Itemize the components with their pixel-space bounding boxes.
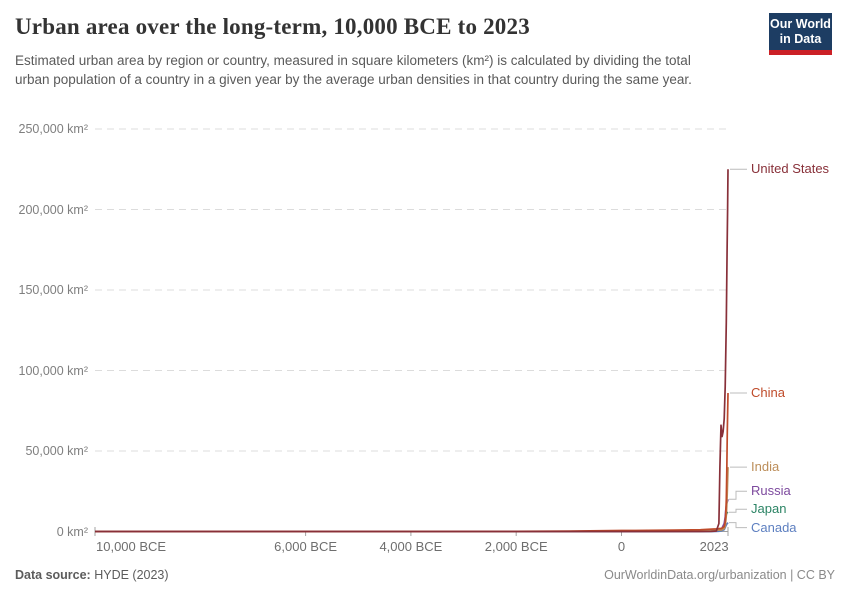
- series-label-canada[interactable]: Canada: [751, 519, 797, 535]
- owid-logo[interactable]: Our World in Data: [769, 13, 832, 55]
- x-tick-label: 4,000 BCE: [379, 539, 443, 554]
- credit-link[interactable]: OurWorldinData.org/urbanization | CC BY: [604, 568, 835, 582]
- data-source-label: Data source:: [15, 568, 91, 582]
- label-connector: [729, 522, 747, 529]
- x-tick-label: 2,000 BCE: [484, 539, 548, 554]
- x-tick-label: 6,000 BCE: [274, 539, 338, 554]
- series-line-india[interactable]: [94, 467, 729, 533]
- series-line-united-states[interactable]: [95, 169, 729, 533]
- series-label-russia[interactable]: Russia: [751, 483, 791, 499]
- series-label-japan[interactable]: Japan: [751, 501, 787, 517]
- y-tick-label: 150,000 km²: [18, 283, 88, 297]
- series-line-russia[interactable]: [95, 499, 729, 533]
- owid-logo-line2: in Data: [779, 32, 822, 46]
- series-label-united-states[interactable]: United States: [751, 161, 830, 177]
- series-line-japan[interactable]: [95, 511, 729, 533]
- data-source-value: HYDE (2023): [90, 568, 169, 582]
- y-tick-label: 0 km²: [56, 524, 88, 539]
- x-tick-label: 10,000 BCE: [96, 539, 167, 554]
- chart-title: Urban area over the long-term, 10,000 BC…: [15, 14, 530, 39]
- chart-subtitle: Estimated urban area by region or countr…: [15, 53, 692, 87]
- label-connector: [729, 508, 747, 513]
- series-label-india[interactable]: India: [751, 459, 780, 475]
- x-tick-label: 0: [617, 539, 626, 554]
- x-tick-label: 2023: [699, 539, 729, 554]
- y-tick-label: 200,000 km²: [18, 202, 88, 217]
- label-connector: [729, 490, 747, 500]
- y-tick-label: 50,000 km²: [25, 444, 88, 458]
- y-tick-label: 100,000 km²: [18, 363, 88, 378]
- series-line-china[interactable]: [95, 392, 729, 533]
- data-source-note: Data source: HYDE (2023): [15, 568, 169, 582]
- y-tick-label: 250,000 km²: [18, 122, 88, 136]
- series-label-china[interactable]: China: [751, 385, 785, 400]
- owid-logo-line1: Our World: [770, 17, 831, 31]
